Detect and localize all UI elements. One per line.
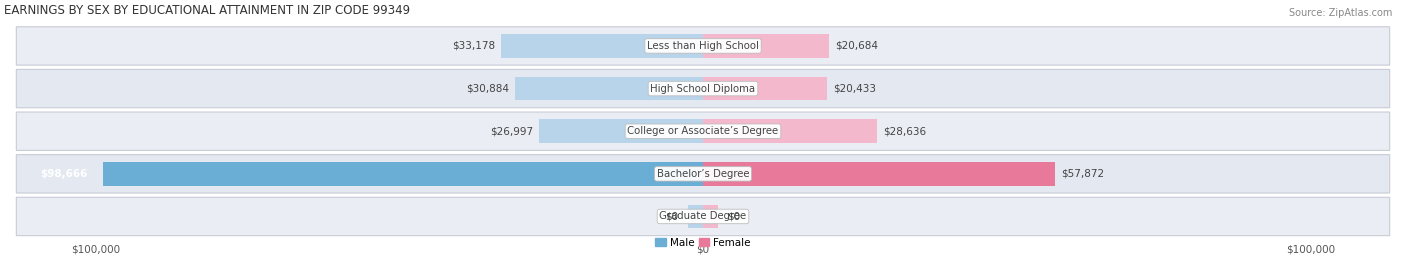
Bar	[703, 162, 1054, 186]
Bar	[502, 34, 703, 58]
Bar	[703, 77, 827, 100]
FancyBboxPatch shape	[17, 197, 1389, 236]
Text: $57,872: $57,872	[1060, 169, 1104, 179]
Bar	[703, 205, 718, 228]
Text: $30,884: $30,884	[467, 84, 509, 94]
Legend: Male, Female: Male, Female	[651, 234, 755, 252]
Bar	[516, 77, 703, 100]
Text: $0: $0	[727, 211, 741, 221]
Bar	[688, 205, 703, 228]
Text: $20,433: $20,433	[834, 84, 876, 94]
Text: EARNINGS BY SEX BY EDUCATIONAL ATTAINMENT IN ZIP CODE 99349: EARNINGS BY SEX BY EDUCATIONAL ATTAINMEN…	[4, 4, 411, 17]
Bar	[104, 162, 703, 186]
Text: $98,666: $98,666	[41, 169, 89, 179]
Text: Bachelor’s Degree: Bachelor’s Degree	[657, 169, 749, 179]
FancyBboxPatch shape	[17, 155, 1389, 193]
Text: $28,636: $28,636	[883, 126, 927, 136]
Text: Source: ZipAtlas.com: Source: ZipAtlas.com	[1288, 8, 1392, 18]
Text: High School Diploma: High School Diploma	[651, 84, 755, 94]
FancyBboxPatch shape	[17, 69, 1389, 108]
FancyBboxPatch shape	[17, 27, 1389, 65]
Text: College or Associate’s Degree: College or Associate’s Degree	[627, 126, 779, 136]
FancyBboxPatch shape	[17, 112, 1389, 150]
Text: $33,178: $33,178	[453, 41, 495, 51]
Text: Graduate Degree: Graduate Degree	[659, 211, 747, 221]
Bar	[703, 34, 828, 58]
Text: $20,684: $20,684	[835, 41, 877, 51]
Bar	[538, 119, 703, 143]
Text: $26,997: $26,997	[489, 126, 533, 136]
Text: Less than High School: Less than High School	[647, 41, 759, 51]
Text: $0: $0	[665, 211, 679, 221]
Bar	[703, 119, 877, 143]
